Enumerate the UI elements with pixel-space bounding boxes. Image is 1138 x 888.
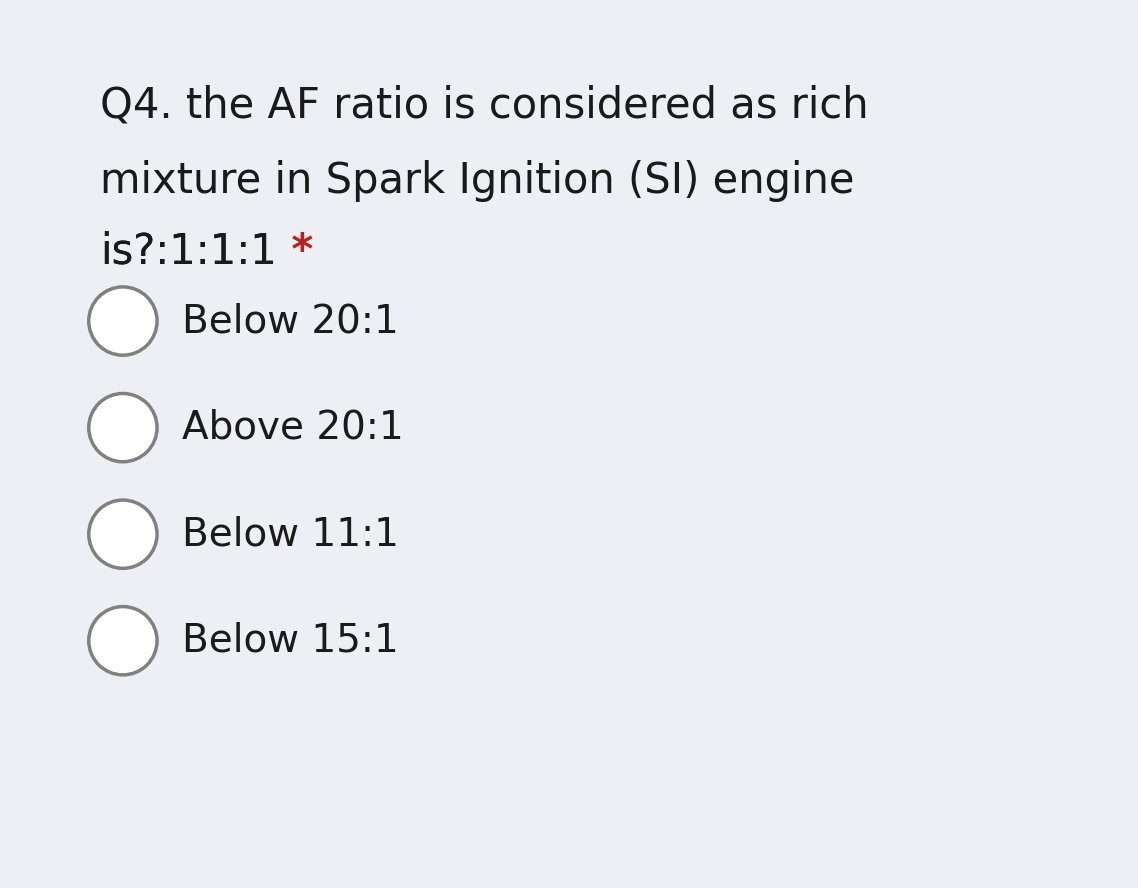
Text: Below 11:1: Below 11:1 bbox=[182, 515, 399, 553]
Text: mixture in Spark Ignition (SI) engine: mixture in Spark Ignition (SI) engine bbox=[100, 160, 855, 202]
Text: Q4. the AF ratio is considered as rich: Q4. the AF ratio is considered as rich bbox=[100, 84, 868, 126]
Text: Below 20:1: Below 20:1 bbox=[182, 302, 398, 340]
Text: is?:1:1:1: is?:1:1:1 bbox=[100, 231, 277, 273]
Text: *: * bbox=[277, 231, 313, 273]
Text: Below 15:1: Below 15:1 bbox=[182, 622, 398, 660]
Text: Above 20:1: Above 20:1 bbox=[182, 408, 404, 447]
Text: is?:1:1:1: is?:1:1:1 bbox=[100, 231, 277, 273]
